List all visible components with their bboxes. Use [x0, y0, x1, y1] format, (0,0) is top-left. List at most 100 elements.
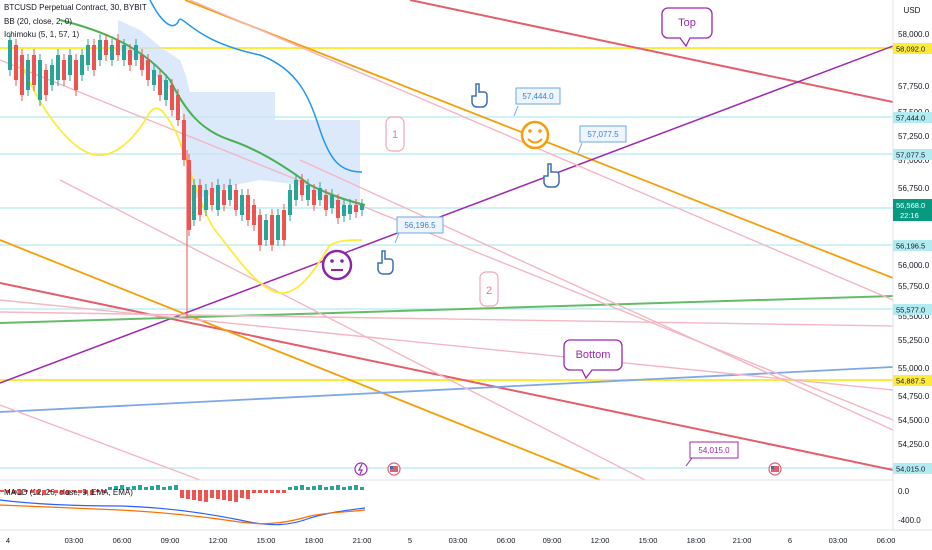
macd-tick-0: 0.0 — [898, 487, 910, 496]
lightning-icon[interactable] — [354, 462, 368, 476]
hand-pointer-icon[interactable] — [543, 163, 560, 188]
neutral-face-icon[interactable] — [321, 249, 353, 281]
candle — [32, 49, 36, 91]
label-2[interactable]: 2 — [479, 271, 499, 307]
macd-bar — [246, 490, 250, 499]
trendline-pink-5[interactable] — [59, 179, 646, 481]
macd-bar — [24, 490, 28, 492]
price-callout-57077[interactable]: 57,077.5 — [577, 125, 627, 154]
bar-countdown: 22:16 — [900, 211, 919, 220]
time-tick: 06:00 — [877, 536, 896, 545]
price-box-57444: 57,444.0 — [893, 112, 932, 123]
macd-bar — [132, 486, 136, 490]
legend-ichimoku[interactable]: Ichimoku (5, 1, 57, 1) — [4, 30, 79, 39]
candle — [354, 199, 358, 218]
price-callout-54015[interactable]: 54,015.0 — [685, 441, 739, 467]
macd-bar — [294, 486, 298, 490]
candle — [294, 174, 298, 206]
time-tick: 03:00 — [65, 536, 84, 545]
macd-bar — [210, 490, 214, 498]
price-tick: 54,500.0 — [898, 416, 930, 425]
price-callout-57444[interactable]: 57,444.0 — [513, 87, 561, 117]
macd-bar — [102, 490, 106, 493]
price-callout-54015-text: 54,015.0 — [698, 446, 730, 455]
price-tick: 56,750.0 — [898, 184, 930, 193]
macd-bar — [12, 490, 16, 494]
candle — [258, 209, 262, 251]
trendline-pink-2[interactable] — [189, 0, 894, 301]
candle — [288, 184, 292, 221]
time-tick: 15:00 — [639, 536, 658, 545]
macd-bar — [300, 485, 304, 490]
price-callout-56196[interactable]: 56,196.5 — [394, 216, 444, 244]
macd-bar — [108, 487, 112, 490]
macd-bar — [204, 490, 208, 502]
macd-bar — [144, 487, 148, 490]
trendline-red-upper[interactable] — [409, 0, 894, 103]
us-flag-icon[interactable] — [768, 462, 782, 476]
candle — [146, 54, 150, 86]
candle — [187, 154, 191, 236]
price-axis[interactable] — [893, 0, 932, 550]
svg-text:55,577.0: 55,577.0 — [896, 306, 925, 315]
macd-bar — [288, 487, 292, 490]
candle — [204, 184, 208, 216]
trendline-orange-lower[interactable] — [0, 239, 601, 481]
legend-macd[interactable]: MACD (12, 26, close, 9, EMA, EMA) — [4, 488, 133, 497]
label-1[interactable]: 1 — [385, 116, 405, 152]
candle — [158, 69, 162, 101]
macd-bar — [78, 490, 82, 493]
candle — [348, 199, 352, 220]
candlestick-series[interactable] — [8, 34, 364, 251]
macd-bar — [192, 490, 196, 500]
candle — [240, 189, 244, 221]
macd-bar — [6, 490, 10, 493]
callout-bottom-text: Bottom — [576, 349, 611, 361]
price-box-54887: 54,887.5 — [893, 375, 932, 386]
candle — [128, 44, 132, 71]
candle — [246, 189, 250, 226]
macd-bar — [114, 486, 118, 490]
smiley-face-icon[interactable] — [520, 120, 550, 150]
macd-bar — [126, 487, 130, 490]
macd-signal-line — [0, 504, 366, 525]
trendline-pink-4[interactable] — [0, 311, 894, 327]
time-axis[interactable] — [0, 530, 932, 550]
price-axis-currency: USD — [904, 6, 921, 15]
price-box-58092: 58,092.0 — [893, 43, 932, 54]
candle — [122, 39, 126, 66]
ichimoku-cloud — [118, 20, 360, 205]
trendline-pink-7[interactable] — [299, 159, 894, 431]
macd-bar — [174, 485, 178, 490]
price-box-55577: 55,577.0 — [893, 304, 932, 315]
price-tick: 58,000.0 — [898, 30, 930, 39]
callout-bottom[interactable]: Bottom — [563, 339, 623, 380]
candle — [336, 194, 340, 224]
us-flag-icon[interactable] — [387, 462, 401, 476]
trendline-pink-1[interactable] — [0, 59, 894, 421]
candle — [56, 49, 60, 86]
price-box-56196: 56,196.5 — [893, 240, 932, 251]
macd-bar — [150, 486, 154, 490]
macd-bar — [240, 490, 244, 498]
price-tick: 57,750.0 — [898, 82, 930, 91]
svg-text:57,077.5: 57,077.5 — [896, 151, 925, 160]
candle — [140, 49, 144, 76]
legend-bb[interactable]: BB (20, close, 2, 0) — [4, 17, 72, 26]
time-tick: 6 — [788, 536, 792, 545]
hand-pointer-icon[interactable] — [471, 83, 488, 108]
macd-bar — [60, 490, 64, 494]
bb-lower-line — [19, 59, 363, 294]
candle — [228, 179, 232, 206]
price-callout-57077-text: 57,077.5 — [587, 130, 619, 139]
indicator-curves — [19, 0, 366, 294]
hand-pointer-icon[interactable] — [377, 250, 394, 275]
trendline-pink-6[interactable] — [0, 404, 201, 481]
macd-bar — [324, 487, 328, 490]
trendline-purple[interactable] — [0, 45, 894, 384]
candle — [8, 34, 12, 76]
callout-top[interactable]: Top — [661, 7, 713, 48]
trendline-green[interactable] — [0, 295, 894, 324]
legend-symbol[interactable]: BTCUSD Perpetual Contract, 30, BYBIT — [4, 3, 147, 12]
